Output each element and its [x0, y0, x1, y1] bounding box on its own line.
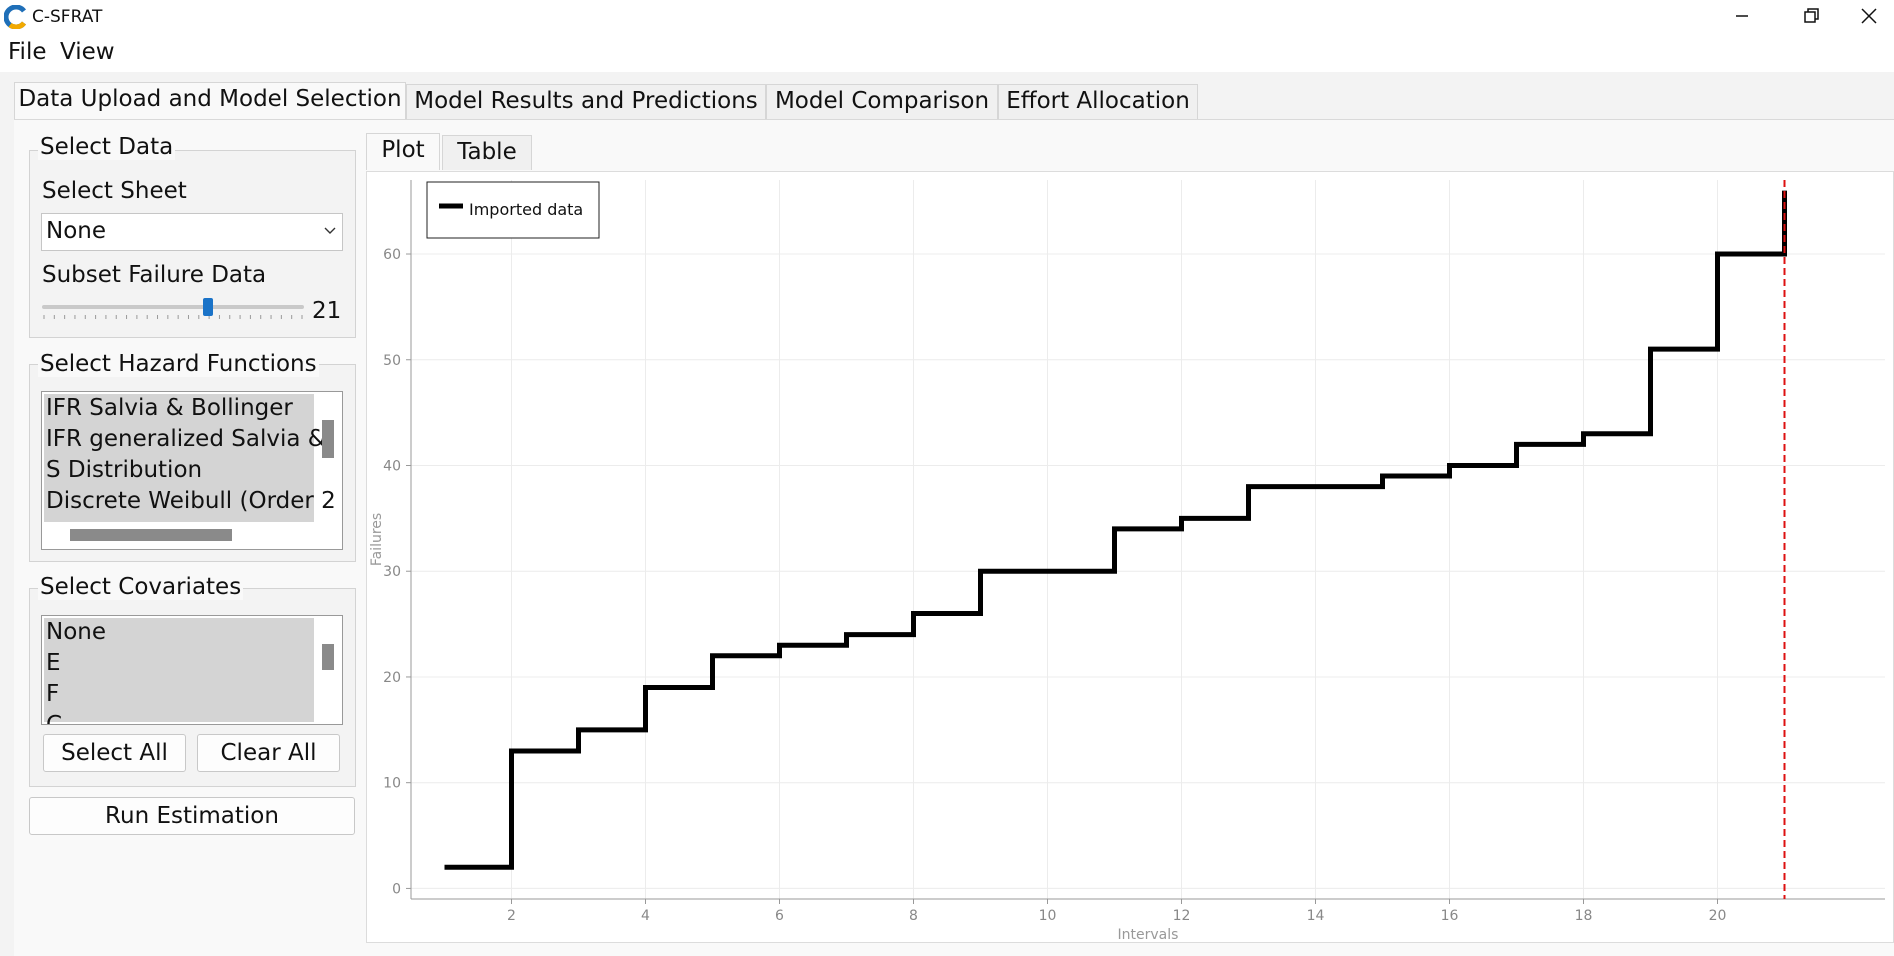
minimize-icon: [1716, 0, 1766, 34]
tab-plot[interactable]: Plot: [366, 133, 440, 170]
legend-label: Imported data: [469, 200, 583, 219]
slider-ticks: [42, 314, 304, 322]
tab-table[interactable]: Table: [442, 135, 532, 170]
slider-track: [42, 305, 304, 309]
hazard-functions-title: Select Hazard Functions: [38, 351, 319, 377]
y-tick-label: 20: [383, 670, 401, 686]
covariate-item-c[interactable]: C: [46, 712, 62, 725]
y-tick-label: 50: [383, 353, 401, 369]
menu-bar: [0, 34, 1894, 72]
y-axis-label: Failures: [369, 513, 385, 566]
y-tick-label: 40: [383, 458, 401, 474]
hazard-item-ifr-salvia[interactable]: IFR Salvia & Bollinger: [46, 395, 293, 421]
hazard-list-vscrollbar[interactable]: [322, 420, 334, 458]
restore-button[interactable]: [1786, 0, 1836, 34]
failures-chart: 2 4 6 8 10 12 14 16 18 20 0 10 20 30 40 50 60 Intervals Fa…: [367, 172, 1893, 942]
y-tick-label: 0: [392, 881, 401, 897]
restore-icon: [1786, 0, 1836, 34]
slider-handle[interactable]: [203, 298, 213, 316]
tab-model-comparison[interactable]: Model Comparison: [766, 84, 998, 119]
menu-file[interactable]: File: [8, 39, 47, 65]
select-sheet-label: Select Sheet: [42, 178, 187, 204]
subset-failure-label: Subset Failure Data: [42, 262, 266, 288]
tab-effort-allocation[interactable]: Effort Allocation: [998, 84, 1198, 119]
sheet-select[interactable]: None: [41, 213, 343, 251]
covariates-list[interactable]: None E F C: [41, 615, 343, 725]
tab-model-results[interactable]: Model Results and Predictions: [406, 84, 766, 119]
select-data-title: Select Data: [38, 134, 175, 160]
x-tick-label: 6: [775, 908, 784, 924]
covariates-list-vscrollbar[interactable]: [322, 644, 334, 670]
chevron-down-icon: [324, 226, 336, 236]
covariate-item-f[interactable]: F: [46, 681, 59, 707]
x-tick-label: 12: [1173, 908, 1191, 924]
subset-slider[interactable]: [42, 298, 304, 328]
menu-view[interactable]: View: [60, 39, 115, 65]
select-all-button[interactable]: Select All: [43, 734, 186, 772]
plot-area: 2 4 6 8 10 12 14 16 18 20 0 10 20 30 40 50 60 Intervals Fa…: [366, 171, 1894, 943]
x-tick-label: 18: [1575, 908, 1593, 924]
y-tick-label: 10: [383, 776, 401, 792]
hazard-item-s-distribution[interactable]: S Distribution: [46, 457, 202, 483]
minimize-button[interactable]: [1716, 0, 1766, 34]
y-tick-label: 60: [383, 247, 401, 263]
close-icon: [1844, 0, 1894, 34]
x-tick-label: 8: [909, 908, 918, 924]
x-tick-label: 16: [1441, 908, 1459, 924]
window-title: C-SFRAT: [32, 7, 102, 27]
hazard-list-hscrollbar[interactable]: [70, 529, 232, 541]
x-tick-label: 2: [507, 908, 516, 924]
covariates-title: Select Covariates: [38, 574, 243, 600]
covariate-item-none[interactable]: None: [46, 619, 106, 645]
x-tick-label: 20: [1709, 908, 1727, 924]
run-estimation-button[interactable]: Run Estimation: [29, 797, 355, 835]
covariate-item-e[interactable]: E: [46, 650, 61, 676]
x-tick-label: 10: [1039, 908, 1057, 924]
hazard-functions-list[interactable]: IFR Salvia & Bollinger IFR generalized S…: [41, 391, 343, 550]
x-tick-label: 14: [1307, 908, 1325, 924]
x-axis-label: Intervals: [1118, 927, 1179, 942]
app-logo-icon: [4, 5, 28, 29]
hazard-item-ifr-generalized[interactable]: IFR generalized Salvia &: [46, 426, 326, 452]
subset-value: 21: [312, 298, 341, 324]
hazard-item-discrete-weibull[interactable]: Discrete Weibull (Order 2: [46, 488, 336, 514]
title-bar: C-SFRAT: [0, 0, 1894, 34]
tab-data-upload[interactable]: Data Upload and Model Selection: [14, 82, 406, 119]
sheet-select-value: None: [46, 218, 106, 244]
x-tick-label: 4: [641, 908, 650, 924]
close-button[interactable]: [1844, 0, 1894, 34]
y-tick-label: 30: [383, 564, 401, 580]
clear-all-button[interactable]: Clear All: [197, 734, 340, 772]
